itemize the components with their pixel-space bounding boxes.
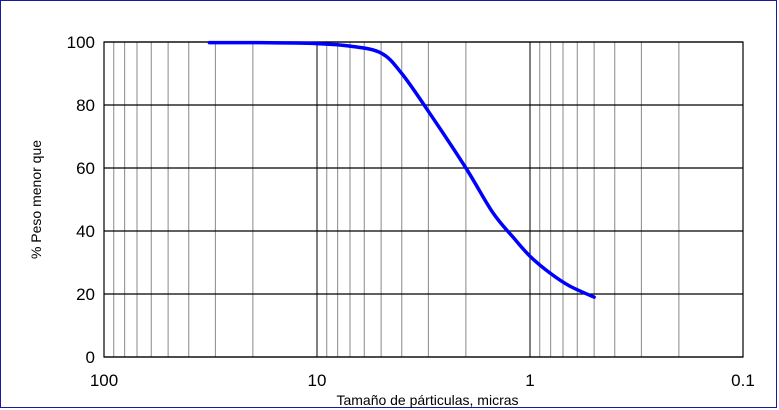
y-tick-label: 60 xyxy=(76,159,95,178)
x-tick-label: 10 xyxy=(308,371,327,390)
y-tick-label: 40 xyxy=(76,222,95,241)
x-tick-label: 1 xyxy=(525,371,534,390)
x-tick-label: 0.1 xyxy=(731,371,755,390)
x-tick-labels: 100 10 1 0.1 xyxy=(90,371,755,390)
y-axis-label: % Peso menor que xyxy=(28,140,44,259)
minor-grid xyxy=(113,42,680,357)
y-tick-label: 80 xyxy=(76,96,95,115)
series-layer xyxy=(207,40,596,299)
plot-area xyxy=(103,41,744,358)
x-tick-label: 100 xyxy=(90,371,118,390)
y-tick-label: 100 xyxy=(67,33,95,52)
y-tick-label: 0 xyxy=(86,348,95,367)
y-tick-label: 20 xyxy=(76,285,95,304)
major-grid xyxy=(103,41,744,358)
y-tick-labels: 0 20 40 60 80 100 xyxy=(67,33,95,367)
series-line xyxy=(207,40,596,299)
x-axis-label: Tamaño de párticulas, micras xyxy=(336,392,518,408)
